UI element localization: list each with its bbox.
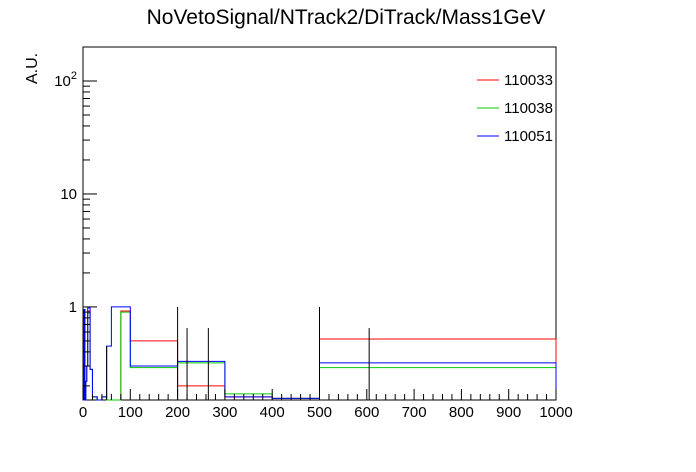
x-tick-label-900: 900 [496,404,521,421]
legend-label-110038: 110038 [504,100,553,117]
error-bar-layer [106,306,370,400]
legend-label-110051: 110051 [504,128,553,145]
x-tick-label-200: 200 [165,404,190,421]
x-tick-label-600: 600 [354,404,379,421]
chart-title: NoVetoSignal/NTrack2/DiTrack/Mass1GeV [147,6,546,29]
y-tick-label-base: 10 [54,73,71,90]
legend-label-110033: 110033 [504,72,553,89]
y-tick-label-exponent: 2 [71,70,77,82]
y-tick-label-10: 10 [60,186,77,203]
legend: 110033 110038 110051 [477,72,553,145]
x-tick-label-500: 500 [307,404,332,421]
x-tick-label-300: 300 [212,404,237,421]
x-tick-label-700: 700 [402,404,427,421]
x-axis: 0 100 200 300 400 500 600 700 800 900 1000 [79,389,573,421]
x-tick-label-0: 0 [79,404,87,421]
y-axis-label: A.U. [24,53,41,84]
y-tick-label-1: 1 [69,299,77,316]
x-tick-label-1000: 1000 [539,404,572,421]
x-tick-label-100: 100 [118,404,143,421]
x-tick-label-400: 400 [260,404,285,421]
x-tick-label-800: 800 [449,404,474,421]
y-tick-label-100: 102 [54,70,77,90]
